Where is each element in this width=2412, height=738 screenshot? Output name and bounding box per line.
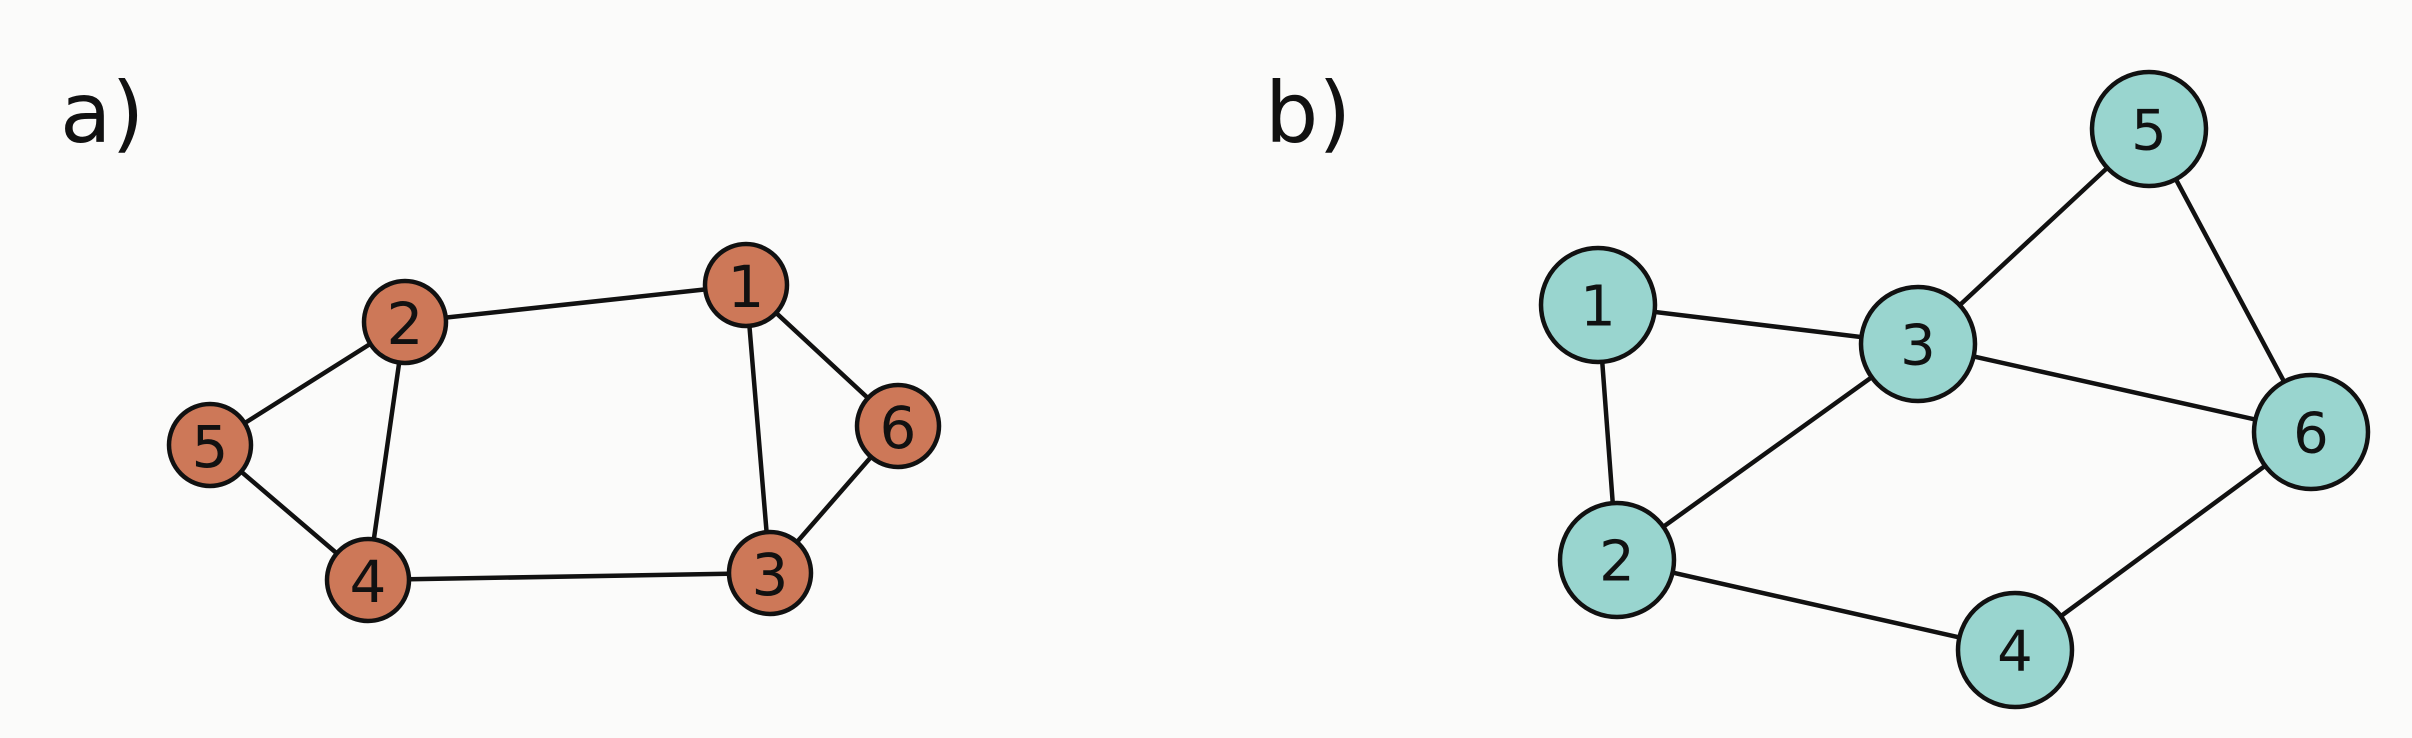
node-circle bbox=[1955, 590, 2075, 710]
node-label: 6 bbox=[880, 394, 917, 462]
node-circle bbox=[854, 382, 942, 470]
node-circle bbox=[166, 401, 254, 489]
node-b-2: 2 bbox=[1557, 500, 1677, 620]
panel-a: a) 1 2 3 4 5 6 bbox=[60, 64, 942, 624]
node-circle bbox=[2251, 372, 2371, 492]
node-circle bbox=[1858, 284, 1978, 404]
node-label: 1 bbox=[1580, 275, 1616, 340]
edge-b-4-6 bbox=[2012, 429, 2314, 653]
edge-b-3-6 bbox=[1915, 341, 2314, 435]
node-a-1: 1 bbox=[702, 241, 790, 329]
node-label: 4 bbox=[350, 548, 387, 616]
node-label: 6 bbox=[2293, 402, 2329, 467]
node-b-5: 5 bbox=[2089, 69, 2209, 189]
edge-b-2-3 bbox=[1614, 341, 1921, 563]
node-label: 5 bbox=[192, 413, 229, 481]
panel-b-label: b) bbox=[1265, 64, 1351, 162]
node-a-2: 2 bbox=[361, 278, 449, 366]
panel-a-nodes: 1 2 3 4 5 6 bbox=[166, 241, 942, 624]
panel-a-edges bbox=[207, 282, 901, 583]
node-circle bbox=[324, 536, 412, 624]
node-label: 4 bbox=[1997, 620, 2033, 685]
node-label: 5 bbox=[2131, 99, 2167, 164]
panel-a-label: a) bbox=[60, 64, 144, 162]
edge-a-1-3 bbox=[743, 282, 773, 576]
node-a-5: 5 bbox=[166, 401, 254, 489]
node-circle bbox=[726, 529, 814, 617]
panel-b-nodes: 1 2 3 4 5 6 bbox=[1538, 69, 2371, 710]
node-circle bbox=[1538, 245, 1658, 365]
node-a-6: 6 bbox=[854, 382, 942, 470]
node-label: 3 bbox=[752, 541, 789, 609]
node-label: 2 bbox=[1599, 530, 1635, 595]
node-label: 3 bbox=[1900, 314, 1936, 379]
node-b-6: 6 bbox=[2251, 372, 2371, 492]
node-label: 1 bbox=[728, 253, 765, 321]
node-b-4: 4 bbox=[1955, 590, 2075, 710]
panel-b: b) 1 2 3 4 5 6 bbox=[1265, 64, 2371, 710]
node-a-3: 3 bbox=[726, 529, 814, 617]
edge-a-2-1 bbox=[402, 282, 749, 325]
edge-a-4-3 bbox=[365, 570, 773, 583]
node-b-1: 1 bbox=[1538, 245, 1658, 365]
edge-b-2-4 bbox=[1614, 557, 2018, 653]
node-label: 2 bbox=[387, 290, 424, 358]
node-circle bbox=[2089, 69, 2209, 189]
node-b-3: 3 bbox=[1858, 284, 1978, 404]
node-circle bbox=[361, 278, 449, 366]
node-circle bbox=[1557, 500, 1677, 620]
node-a-4: 4 bbox=[324, 536, 412, 624]
edge-a-2-4 bbox=[365, 319, 408, 583]
node-circle bbox=[702, 241, 790, 329]
